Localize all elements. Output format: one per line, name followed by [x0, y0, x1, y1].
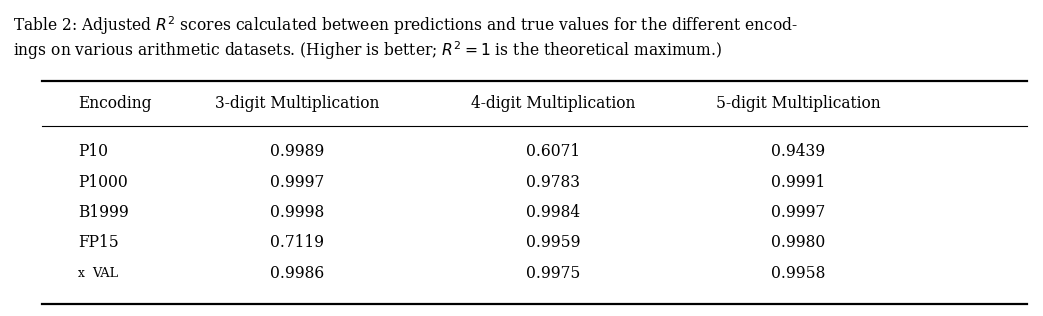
- Text: 0.9989: 0.9989: [270, 143, 324, 160]
- Text: ings on various arithmetic datasets. (Higher is better; $R^2 = 1$ is the theoret: ings on various arithmetic datasets. (Hi…: [13, 40, 722, 62]
- Text: 0.9991: 0.9991: [771, 173, 825, 191]
- Text: 0.9783: 0.9783: [526, 173, 580, 191]
- Text: Encoding: Encoding: [78, 95, 151, 112]
- Text: P1000: P1000: [78, 173, 128, 191]
- Text: 4-digit Multiplication: 4-digit Multiplication: [470, 95, 635, 112]
- Text: 0.7119: 0.7119: [270, 234, 324, 251]
- Text: 0.9975: 0.9975: [526, 264, 580, 282]
- Text: 0.9959: 0.9959: [526, 234, 580, 251]
- Text: 0.9984: 0.9984: [526, 204, 580, 221]
- Text: VAL: VAL: [92, 266, 118, 280]
- Text: P10: P10: [78, 143, 108, 160]
- Text: 0.9986: 0.9986: [270, 264, 324, 282]
- Text: 0.9958: 0.9958: [771, 264, 825, 282]
- Text: 5-digit Multiplication: 5-digit Multiplication: [715, 95, 880, 112]
- Text: Table 2: Adjusted $R^2$ scores calculated between predictions and true values fo: Table 2: Adjusted $R^2$ scores calculate…: [13, 14, 798, 37]
- Text: 0.9997: 0.9997: [771, 204, 825, 221]
- Text: 0.9997: 0.9997: [270, 173, 324, 191]
- Text: 0.9980: 0.9980: [771, 234, 825, 251]
- Text: B1999: B1999: [78, 204, 129, 221]
- Text: FP15: FP15: [78, 234, 119, 251]
- Text: x: x: [78, 266, 86, 280]
- Text: 3-digit Multiplication: 3-digit Multiplication: [215, 95, 380, 112]
- Text: 0.9439: 0.9439: [771, 143, 825, 160]
- Text: 0.6071: 0.6071: [526, 143, 580, 160]
- Text: 0.9998: 0.9998: [270, 204, 324, 221]
